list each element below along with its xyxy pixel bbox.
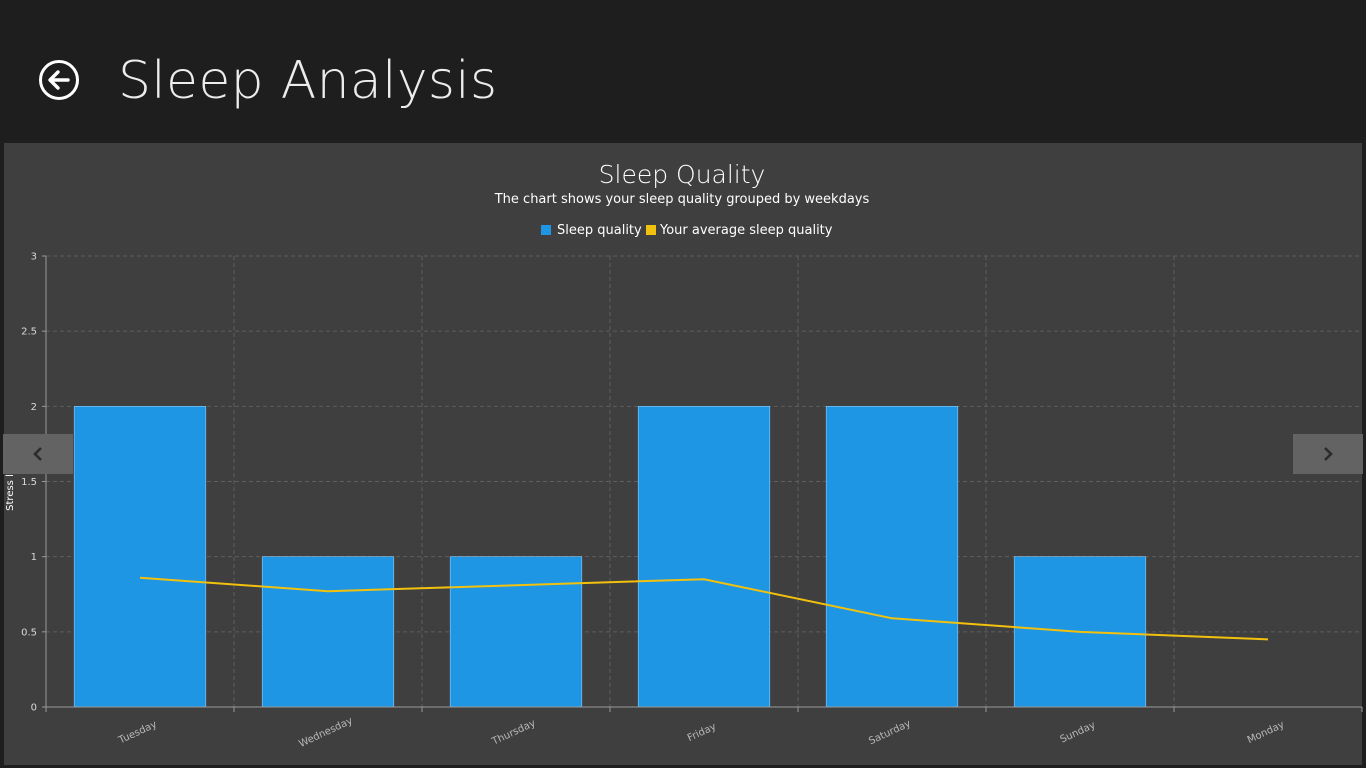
x-tick-label: Sunday bbox=[1059, 720, 1098, 746]
bar-series bbox=[73, 406, 1335, 708]
x-tick-label: Wednesday bbox=[297, 715, 354, 749]
bar-saturday[interactable] bbox=[825, 406, 959, 708]
bar-tuesday[interactable] bbox=[73, 406, 207, 708]
y-axis-label: Stress level bbox=[5, 453, 16, 511]
bar-thursday[interactable] bbox=[449, 556, 583, 708]
back-arrow-icon bbox=[39, 60, 79, 100]
chevron-right-icon bbox=[1324, 447, 1333, 461]
x-tick-label: Friday bbox=[686, 721, 718, 744]
x-tick-label: Saturday bbox=[867, 718, 913, 747]
legend-label-average: Your average sleep quality bbox=[659, 223, 833, 238]
chart-legend: Sleep quality Your average sleep quality bbox=[541, 223, 833, 238]
x-axis-ticks: Tuesday Wednesday Thursday Friday Saturday Su… bbox=[45, 706, 1363, 750]
legend-swatch-sleep-quality bbox=[541, 225, 551, 235]
x-tick-label: Tuesday bbox=[116, 719, 159, 747]
y-tick-label: 0 bbox=[31, 703, 37, 714]
x-tick-label: Monday bbox=[1246, 719, 1287, 746]
bar-friday[interactable] bbox=[637, 406, 771, 708]
y-tick-label: 2.5 bbox=[21, 327, 37, 338]
page-title: Sleep Analysis bbox=[118, 51, 498, 111]
x-tick-label: Thursday bbox=[490, 718, 538, 748]
line-series bbox=[139, 576, 1269, 641]
y-tick-label: 2 bbox=[31, 402, 37, 413]
next-chart-button[interactable] bbox=[1293, 434, 1363, 474]
chart-title: Sleep Quality bbox=[599, 160, 766, 189]
chart-subtitle: The chart shows your sleep quality group… bbox=[494, 192, 870, 207]
back-button[interactable] bbox=[38, 59, 80, 101]
average-sleep-quality-line bbox=[139, 576, 1269, 641]
app-header: Sleep Analysis bbox=[0, 0, 1366, 142]
legend-swatch-average bbox=[646, 225, 656, 235]
y-tick-label: 1.5 bbox=[21, 477, 37, 488]
bar-wednesday[interactable] bbox=[261, 556, 395, 708]
y-tick-label: 1 bbox=[31, 552, 37, 563]
y-axis-ticks: 0 0.5 1 1.5 2 2.5 3 bbox=[21, 252, 47, 714]
y-tick-label: 3 bbox=[31, 252, 37, 263]
previous-chart-button[interactable] bbox=[3, 434, 73, 474]
legend-label-sleep-quality: Sleep quality bbox=[557, 223, 642, 238]
chevron-left-icon bbox=[33, 447, 42, 461]
y-tick-label: 0.5 bbox=[21, 627, 37, 638]
